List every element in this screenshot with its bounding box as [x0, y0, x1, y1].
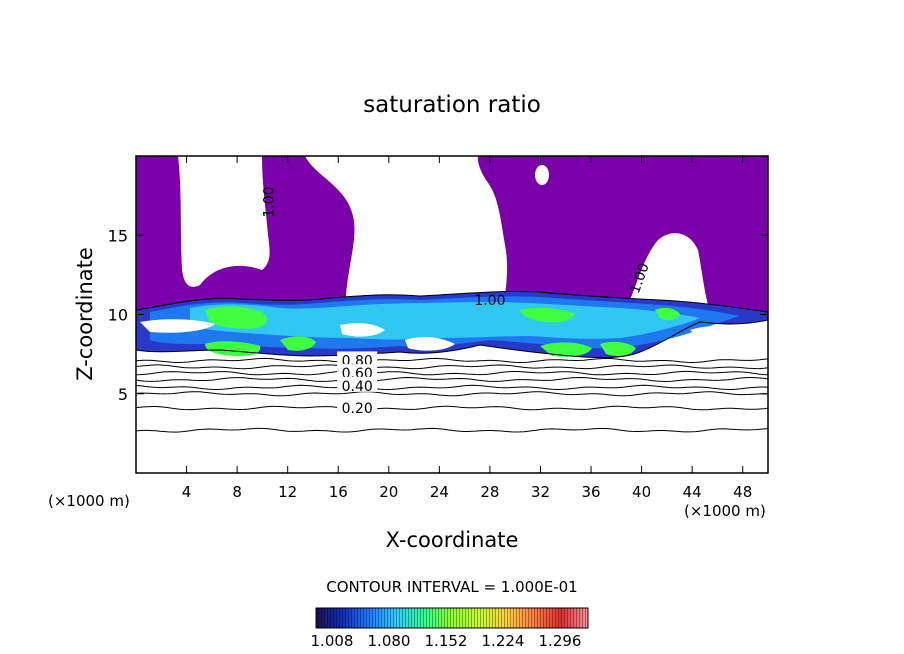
x-tick-label: 16 — [329, 483, 348, 501]
x-tick-label: 8 — [232, 483, 242, 501]
saturated-region-right — [477, 156, 768, 320]
colorbar-tick-label: 1.008 — [311, 632, 354, 650]
contour-label: 0.40 — [342, 379, 373, 395]
x-axis: 4 8 12 16 20 24 28 32 36 40 44 48 — [182, 156, 752, 501]
unsaturated-hole — [535, 165, 549, 185]
colorbar-tick-label: 1.296 — [539, 632, 582, 650]
y-tick-label: 10 — [108, 306, 128, 325]
x-tick-label: 4 — [182, 483, 192, 501]
colorbar-tick-label: 1.152 — [425, 632, 468, 650]
contour-line — [136, 357, 768, 364]
x-tick-label: 12 — [278, 483, 297, 501]
contour-label-background — [337, 376, 378, 392]
contour-interval-text: CONTOUR INTERVAL = 1.000E-01 — [326, 578, 577, 596]
contour-line — [136, 427, 768, 433]
cloud-band-green — [205, 306, 680, 357]
contour-labels: 1.001.001.000.800.600.400.20 — [262, 186, 653, 417]
x-tick-label: 44 — [683, 483, 702, 501]
contour-line — [136, 391, 768, 397]
contour-label: 1.00 — [262, 186, 278, 217]
colorbar-stripes — [316, 608, 588, 628]
contour-label-background — [337, 399, 378, 415]
colorbar-frame — [315, 607, 589, 629]
y-axis-label: Z-coordinate — [73, 247, 97, 381]
colorbar-labels: 1.008 1.080 1.152 1.224 1.296 — [311, 632, 582, 650]
x-tick-label: 28 — [480, 483, 499, 501]
contour-line — [136, 376, 768, 383]
plot-area — [136, 156, 768, 473]
y-tick-label: 15 — [108, 226, 128, 245]
x-axis-label: X-coordinate — [386, 528, 519, 552]
contour-line — [136, 384, 768, 391]
x-tick-label: 32 — [531, 483, 550, 501]
contour-label: 0.20 — [342, 401, 373, 417]
y-tick-label: 5 — [118, 385, 128, 404]
chart-title: saturation ratio — [363, 92, 541, 118]
dry-contour-lines — [136, 357, 768, 433]
contour-line — [136, 405, 768, 411]
contour-line — [136, 364, 768, 370]
colorbar-tick-label: 1.224 — [482, 632, 525, 650]
x-unit-right: (×1000 m) — [684, 502, 766, 520]
colorbar: 1.008 1.080 1.152 1.224 1.296 — [311, 607, 589, 650]
contour-line — [136, 370, 768, 376]
contour-line-1.00-lower — [136, 319, 768, 359]
x-tick-label: 40 — [632, 483, 651, 501]
contour-label-background — [337, 351, 378, 367]
colorbar-tick-label: 1.080 — [368, 632, 411, 650]
contour-line-1.00-band — [136, 290, 768, 313]
cloud-band-gaps — [140, 319, 760, 351]
contour-label: 1.00 — [474, 293, 505, 309]
x-tick-label: 24 — [430, 483, 449, 501]
cloud-band-cyan — [190, 302, 700, 340]
x-tick-label: 20 — [379, 483, 398, 501]
x-tick-label: 48 — [733, 483, 752, 501]
saturated-region-left — [136, 156, 355, 320]
y-axis: 5 10 15 — [108, 226, 768, 404]
contour-label-background — [337, 364, 378, 380]
x-unit-left: (×1000 m) — [48, 492, 130, 510]
x-tick-label: 36 — [581, 483, 600, 501]
